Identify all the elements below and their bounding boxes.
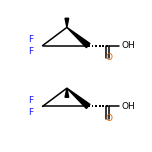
Polygon shape [65, 18, 69, 27]
Polygon shape [67, 88, 90, 109]
Text: F: F [28, 96, 33, 105]
Text: OH: OH [122, 102, 135, 111]
Polygon shape [67, 27, 90, 48]
Polygon shape [65, 88, 69, 97]
Text: OH: OH [122, 41, 135, 50]
Text: O: O [106, 114, 113, 123]
Text: F: F [28, 47, 33, 56]
Text: O: O [106, 53, 113, 62]
Text: F: F [28, 108, 33, 117]
Text: F: F [28, 35, 33, 44]
